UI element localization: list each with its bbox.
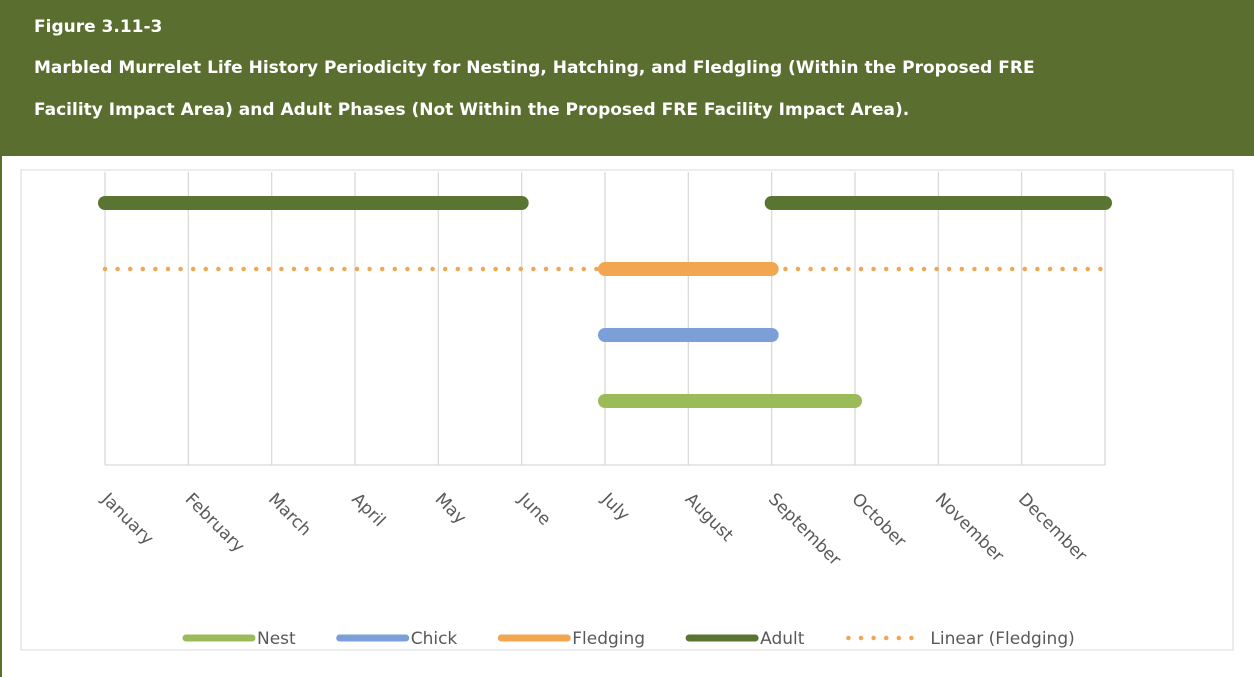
figure-number: Figure 3.11-3 [34,17,163,37]
legend-label: Adult [760,629,805,649]
legend-label: Nest [257,629,296,649]
x-tick-label: January [97,489,157,549]
x-tick-label: May [431,489,470,528]
x-tick-label: December [1014,489,1090,565]
x-tick-label: July [597,489,633,525]
x-tick-label: August [681,489,737,545]
x-tick-label: June [513,489,554,530]
figure-border [0,156,2,677]
figure-header: Figure 3.11-3 Marbled Murrelet Life Hist… [0,0,1254,156]
x-tick-label: November [931,489,1008,566]
x-tick-label: September [764,489,845,570]
x-tick-label: October [847,489,909,551]
figure-title: Facility Impact Area) and Adult Phases (… [34,100,910,120]
figure-title: Marbled Murrelet Life History Periodicit… [34,58,1035,78]
legend-label: Linear (Fledging) [930,629,1074,649]
x-tick-label: February [181,489,248,556]
chart-border [20,169,1234,651]
legend-label: Chick [411,629,458,649]
x-tick-label: April [347,489,389,531]
legend-label: Fledging [572,629,645,649]
x-tick-label: March [264,489,315,540]
